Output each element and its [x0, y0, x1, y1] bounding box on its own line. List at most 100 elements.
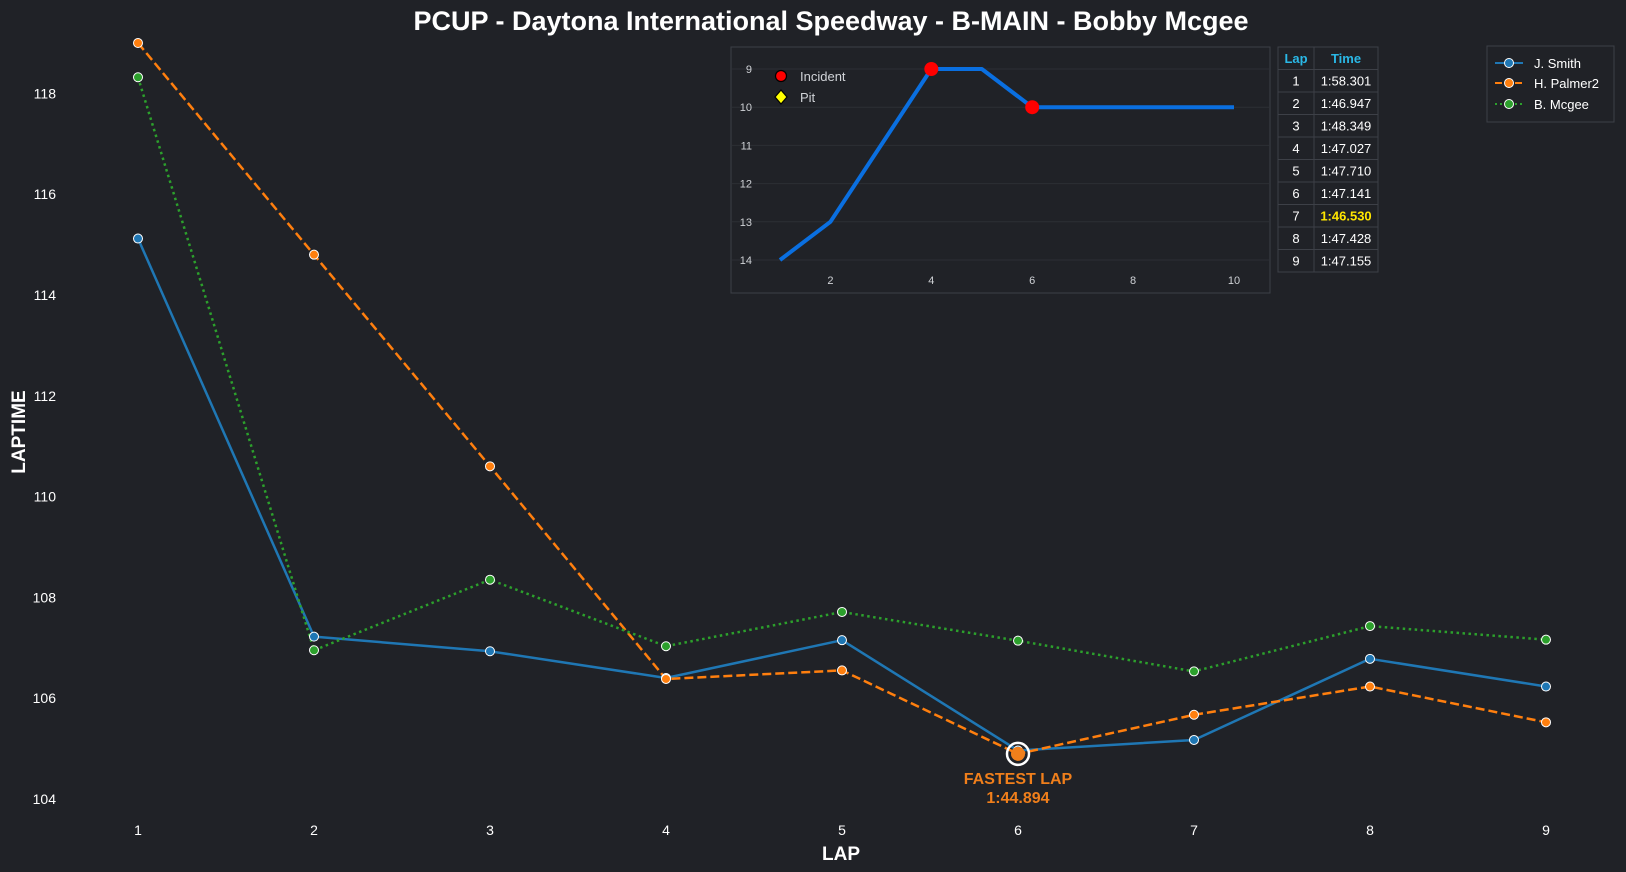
series-point [1189, 709, 1199, 720]
x-tick-label: 8 [1366, 822, 1374, 838]
position-line [778, 67, 1234, 262]
table-header-label: Lap [1284, 51, 1307, 66]
table-lap-time: 1:47.141 [1321, 186, 1372, 201]
inset-x-tick-label: 10 [1228, 275, 1240, 287]
series-point [485, 574, 495, 585]
series-markers [133, 38, 1551, 759]
series-point [133, 233, 143, 244]
inset-incident-markers [924, 62, 1040, 115]
y-tick-label: 110 [34, 489, 57, 505]
inset-y-tick-label: 13 [740, 217, 752, 229]
legend-swatch-marker [1504, 78, 1514, 88]
main-legend: J. Smith H. Palmer2 B. Mcgee [1486, 45, 1615, 123]
series-point [485, 461, 495, 472]
inset-y-tick-label: 10 [740, 102, 752, 114]
fastest-lap-time: 1:44.894 [986, 790, 1049, 807]
table-lap-time: 1:46.947 [1321, 96, 1372, 111]
inset-gridlines [732, 68, 1269, 261]
fastest-lap-annotation: FASTEST LAP 1:44.894 [964, 741, 1073, 807]
inset-x-tick-label: 8 [1130, 275, 1136, 287]
fastest-lap-label: FASTEST LAP [964, 771, 1073, 788]
series-point [837, 635, 847, 646]
series-point [661, 641, 671, 652]
series-point [1365, 653, 1375, 664]
incident-marker [924, 62, 939, 76]
series-point [309, 249, 319, 260]
series-point [1189, 666, 1199, 677]
position-inset-chart: 9 10 11 12 13 14 2 4 6 8 10 Incident Pit [730, 46, 1271, 294]
series-point [1365, 681, 1375, 692]
inset-y-tick-label: 9 [746, 64, 752, 76]
inset-y-tick-label: 11 [741, 140, 752, 152]
inset-y-ticks: 9 10 11 12 13 14 [740, 64, 752, 267]
series-point [837, 606, 847, 617]
x-tick-label: 7 [1190, 822, 1198, 838]
inset-x-tick-label: 4 [928, 275, 934, 287]
y-tick-label: 116 [34, 186, 57, 202]
table-lap-time: 1:47.027 [1321, 141, 1372, 156]
legend-swatch-marker [1504, 58, 1514, 68]
table-lap-number: 7 [1292, 209, 1299, 224]
table-lap-number: 6 [1292, 186, 1299, 201]
series-point [837, 665, 847, 676]
table-lap-time: 1:47.155 [1321, 254, 1372, 269]
table-lap-number: 3 [1292, 119, 1299, 134]
y-tick-label: 114 [34, 287, 57, 303]
table-lap-time: 1:58.301 [1321, 74, 1372, 89]
series-point [133, 38, 143, 48]
x-axis-ticks: 1 2 3 4 5 6 7 8 9 [134, 822, 1550, 838]
series-point [1365, 621, 1375, 632]
table-lap-number: 4 [1292, 141, 1299, 156]
legend-label-series-3: B. Mcgee [1534, 97, 1589, 112]
inset-x-tick-label: 2 [827, 275, 833, 287]
inset-y-tick-label: 14 [740, 255, 752, 267]
series-point [485, 646, 495, 657]
legend-label-series-1: J. Smith [1534, 56, 1581, 71]
y-tick-label: 106 [33, 690, 57, 706]
table-lap-number: 5 [1292, 164, 1299, 179]
table-lap-time: 1:46.530 [1320, 209, 1371, 224]
series-point [309, 645, 319, 656]
incident-marker [1025, 100, 1040, 115]
legend-swatch-marker [1504, 99, 1514, 109]
legend-label-series-2: H. Palmer2 [1534, 76, 1599, 91]
inset-x-tick-label: 6 [1029, 275, 1035, 287]
series-point [1013, 635, 1023, 646]
inset-frame [730, 46, 1271, 294]
y-tick-label: 108 [33, 589, 57, 605]
chart-title: PCUP - Daytona International Speedway - … [413, 6, 1248, 36]
x-tick-label: 6 [1014, 822, 1022, 838]
y-axis-ticks: 104 106 108 110 112 114 116 118 [33, 85, 57, 807]
x-tick-label: 1 [134, 822, 142, 838]
table-lap-time: 1:47.710 [1321, 164, 1372, 179]
inset-x-ticks: 2 4 6 8 10 [827, 275, 1240, 287]
x-tick-label: 4 [662, 822, 670, 838]
y-tick-label: 104 [33, 791, 57, 807]
inset-legend-label-pit: Pit [800, 90, 816, 105]
table-cell [1313, 249, 1379, 273]
x-tick-label: 3 [486, 822, 494, 838]
x-tick-label: 2 [310, 822, 318, 838]
table-lap-number: 2 [1292, 96, 1299, 111]
series-point [661, 673, 671, 684]
inset-legend: Incident Pit [774, 69, 846, 105]
fastest-lap-ring [1005, 741, 1031, 767]
series-point [1541, 717, 1551, 728]
table-lap-number: 8 [1292, 231, 1299, 246]
table-lap-number: 1 [1292, 74, 1299, 89]
x-tick-label: 5 [838, 822, 846, 838]
inset-y-tick-label: 12 [740, 179, 752, 191]
series-point [1541, 634, 1551, 645]
y-tick-label: 112 [34, 388, 57, 404]
series-point [1541, 681, 1551, 692]
lap-time-table: Lap Time 1 1:58.301 2 1:46.947 3 1:48.349 4 1:47.… [1277, 46, 1379, 273]
table-header-label: Time [1331, 51, 1361, 66]
series-point [133, 72, 143, 83]
series-point [309, 631, 319, 642]
x-axis-title: LAP [822, 844, 860, 865]
table-lap-number: 9 [1292, 254, 1299, 269]
table-lap-time: 1:47.428 [1321, 231, 1372, 246]
fastest-lap-marker [1011, 746, 1025, 761]
series-point [1189, 734, 1199, 745]
inset-legend-label-incident: Incident [800, 69, 846, 84]
